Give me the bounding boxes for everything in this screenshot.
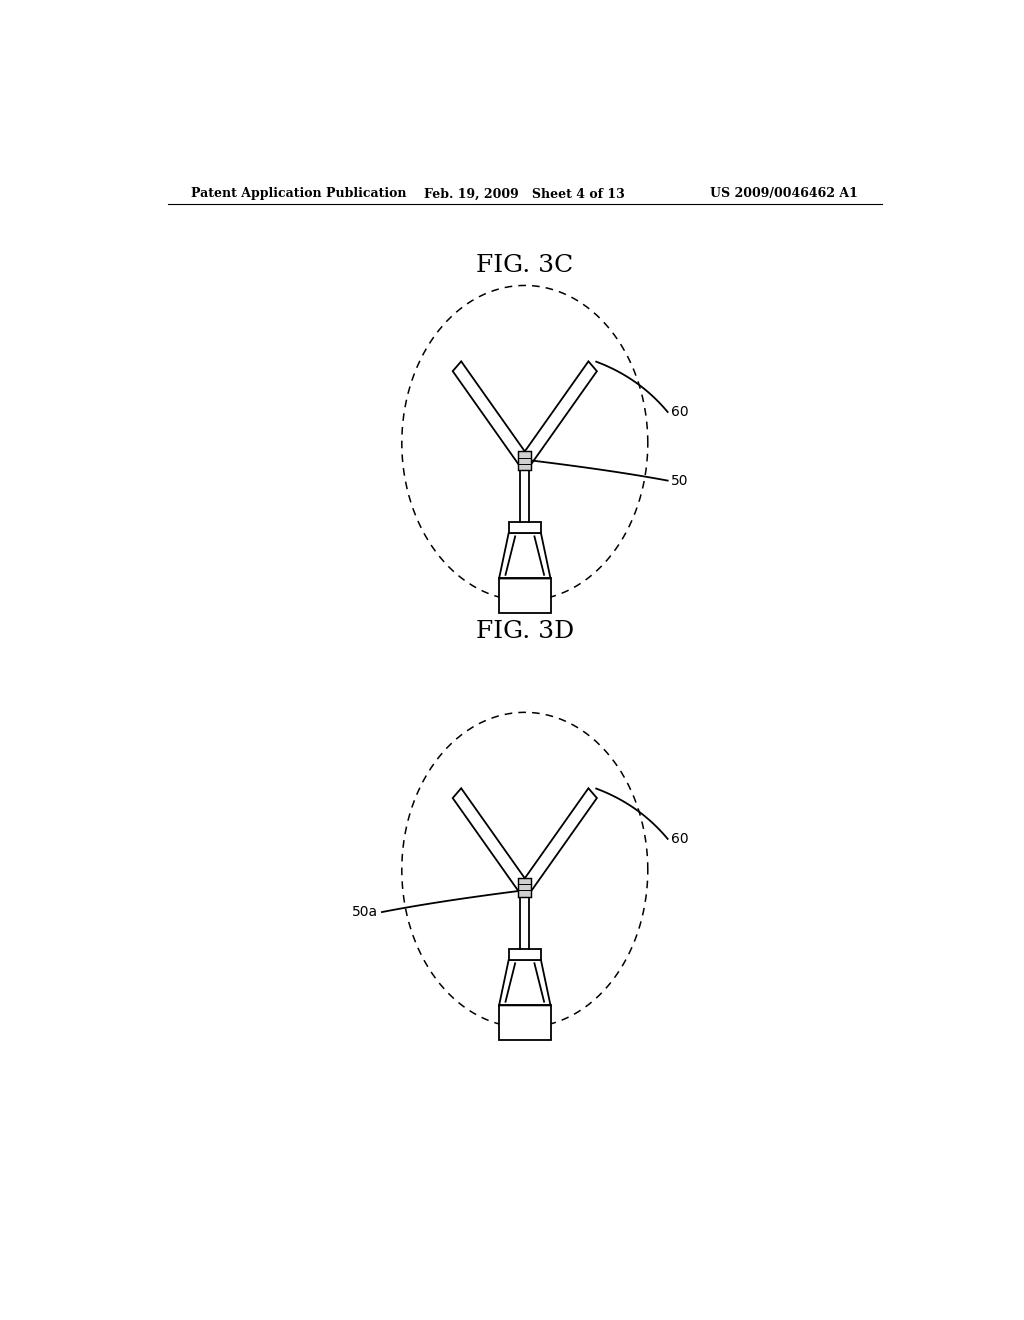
Text: 50a: 50a	[352, 906, 379, 919]
Polygon shape	[520, 788, 597, 894]
Bar	[499, 1006, 551, 1040]
Text: 50: 50	[671, 474, 689, 487]
Bar	[518, 878, 531, 896]
Text: US 2009/0046462 A1: US 2009/0046462 A1	[711, 187, 858, 201]
Bar	[518, 451, 531, 470]
Text: 60: 60	[671, 832, 689, 846]
Text: FIG. 3C: FIG. 3C	[476, 253, 573, 277]
Text: Feb. 19, 2009   Sheet 4 of 13: Feb. 19, 2009 Sheet 4 of 13	[424, 187, 626, 201]
Polygon shape	[520, 362, 597, 467]
Text: FIG. 3D: FIG. 3D	[476, 619, 573, 643]
Bar	[509, 949, 541, 960]
Polygon shape	[453, 362, 529, 467]
Bar	[509, 521, 541, 533]
Text: Patent Application Publication: Patent Application Publication	[191, 187, 407, 201]
Text: 60: 60	[671, 405, 689, 418]
Bar	[499, 578, 551, 614]
Polygon shape	[453, 788, 529, 894]
